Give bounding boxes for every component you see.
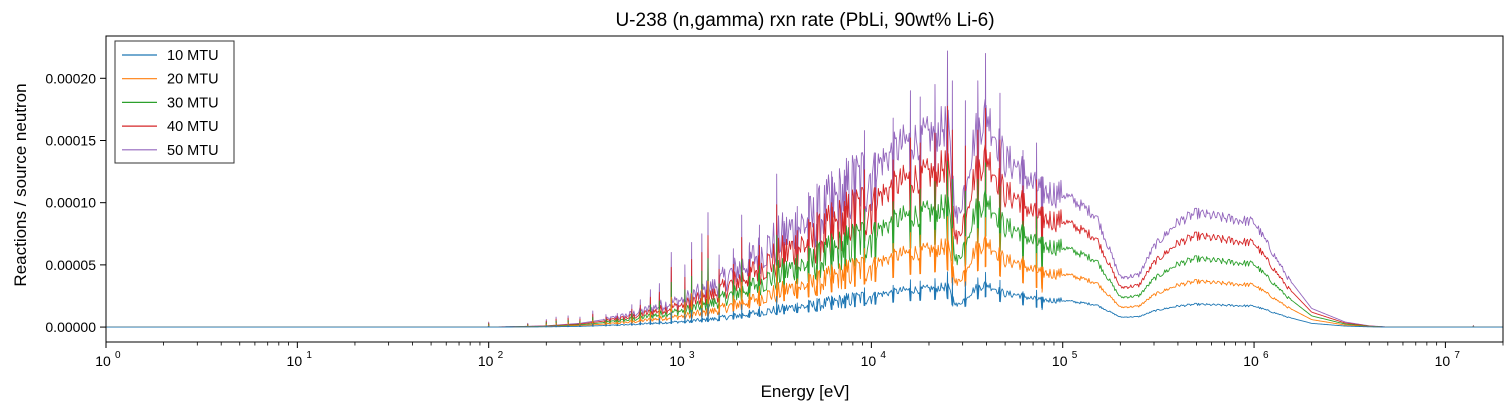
x-tick-exponent: 6 <box>1263 350 1269 361</box>
x-tick-label: 10 <box>1435 353 1451 369</box>
x-tick-exponent: 3 <box>689 350 695 361</box>
x-axis-label: Energy [eV] <box>761 382 850 401</box>
x-tick-exponent: 5 <box>1072 350 1078 361</box>
legend-label: 30 MTU <box>167 95 219 111</box>
x-tick-exponent: 1 <box>306 350 312 361</box>
legend-label: 20 MTU <box>167 72 219 88</box>
y-axis-label: Reactions / source neutron <box>11 83 30 286</box>
x-tick-label: 10 <box>861 353 877 369</box>
series-line <box>106 105 1503 328</box>
x-tick-exponent: 7 <box>1454 350 1460 361</box>
y-tick-label: 0.00005 <box>45 257 96 273</box>
plot-area <box>106 50 1503 328</box>
y-tick-label: 0.00015 <box>45 132 96 148</box>
series-line <box>106 271 1503 328</box>
plot-frame <box>105 35 1504 343</box>
x-tick-exponent: 4 <box>880 350 886 361</box>
x-tick-label: 10 <box>1052 353 1068 369</box>
axis-ticks: 10 0 10 1 10 2 10 3 10 4 10 5 10 6 10 70.000000.000050.… <box>45 70 1504 369</box>
x-tick-exponent: 2 <box>498 350 504 361</box>
x-tick-label: 10 <box>478 353 494 369</box>
legend: 10 MTU 20 MTU 30 MTU 40 MTU 50 MTU <box>114 40 235 164</box>
x-tick-label: 10 <box>1243 353 1259 369</box>
x-tick-exponent: 0 <box>115 350 121 361</box>
legend-label: 50 MTU <box>167 143 219 159</box>
y-tick-label: 0.00020 <box>45 70 96 86</box>
y-tick-label: 0.00000 <box>45 319 96 335</box>
x-tick-label: 10 <box>95 353 111 369</box>
y-tick-label: 0.00010 <box>45 195 96 211</box>
legend-label: 10 MTU <box>167 48 219 64</box>
x-tick-label: 10 <box>669 353 685 369</box>
x-tick-label: 10 <box>287 353 303 369</box>
series-line <box>106 160 1503 328</box>
series-line <box>106 50 1503 328</box>
legend-label: 40 MTU <box>167 119 219 135</box>
chart-title: U-238 (n,gamma) rxn rate (PbLi, 90wt% Li… <box>615 10 994 31</box>
